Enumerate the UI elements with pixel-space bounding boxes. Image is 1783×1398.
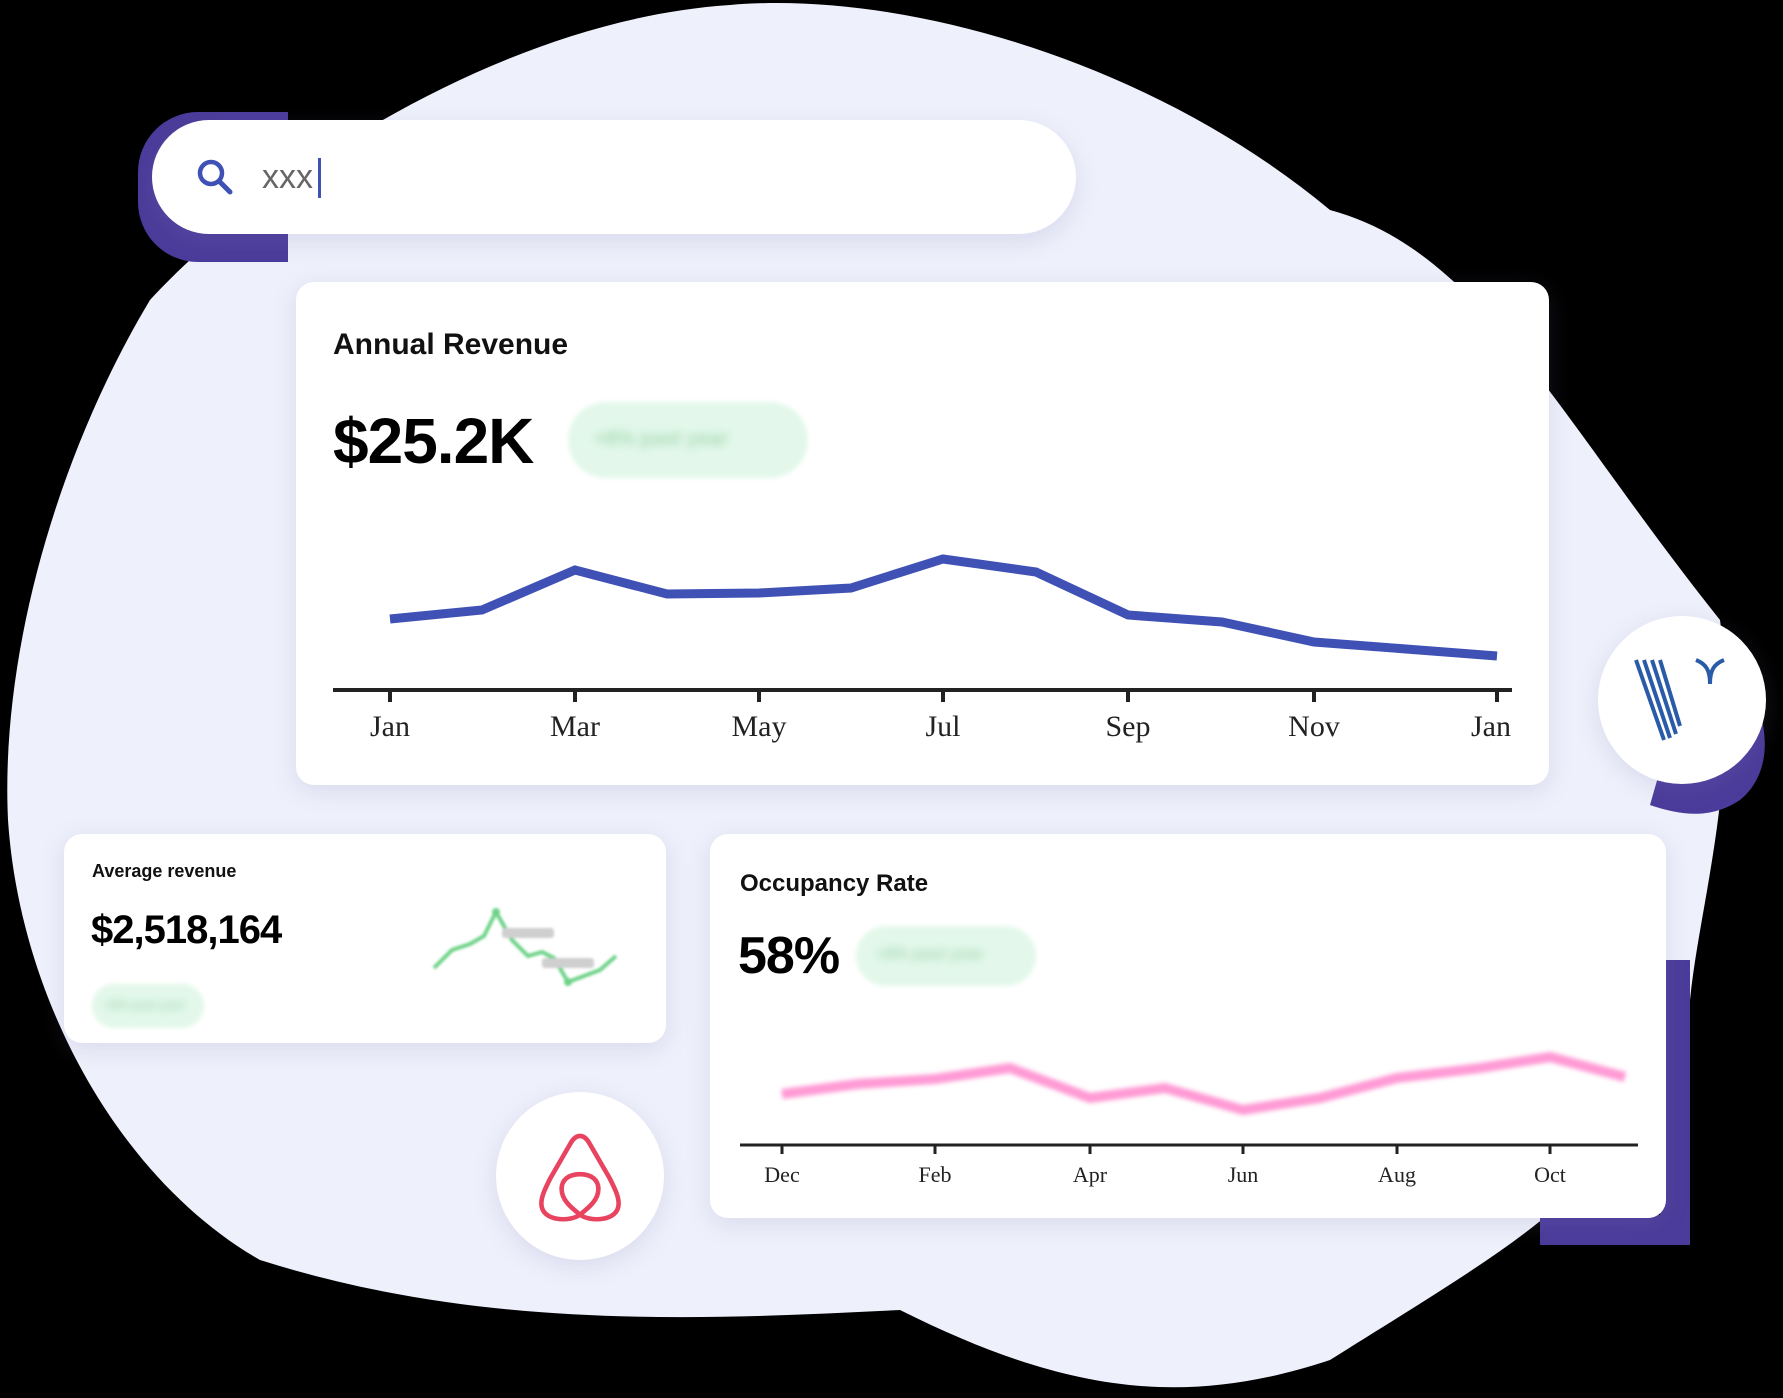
x-tick-label: Oct (1534, 1162, 1566, 1187)
annual-revenue-card: Annual Revenue $25.2K +8% past year Jan … (296, 282, 1549, 785)
search-bar[interactable] (152, 120, 1076, 234)
average-revenue-change-badge: +8% past year (92, 984, 204, 1028)
search-input[interactable] (262, 146, 1022, 208)
occupancy-rate-chart (740, 1052, 1638, 1154)
x-tick-label: Jul (925, 710, 961, 743)
x-tick-label: May (731, 710, 787, 743)
x-tick-label: Jan (370, 710, 410, 743)
annual-revenue-title: Annual Revenue (333, 328, 569, 361)
occupancy-rate-value: 58% (738, 927, 840, 985)
average-revenue-value: $2,518,164 (91, 908, 282, 952)
average-revenue-sparkline (432, 907, 618, 986)
x-tick-label: Feb (918, 1162, 952, 1187)
average-revenue-card: Average revenue $2,518,164 +8% past year (64, 834, 666, 1043)
text-caret (318, 158, 321, 198)
annual-revenue-value: $25.2K (333, 405, 534, 477)
annual-revenue-change-badge: +8% past year (568, 402, 808, 478)
v-logo-icon (1634, 658, 1725, 741)
x-tick-label: Jun (1227, 1162, 1259, 1187)
airbnb-logo-badge[interactable] (496, 1092, 664, 1260)
occupancy-rate-line (781, 1052, 1627, 1115)
average-revenue-title: Average revenue (92, 861, 237, 881)
x-tick-label: Apr (1072, 1162, 1108, 1187)
x-tick-label: Nov (1288, 710, 1340, 743)
x-tick-label-clip: Jan (1471, 710, 1512, 744)
annual-revenue-line (389, 554, 1498, 661)
x-tick-label: Sep (1105, 710, 1151, 743)
x-tick-label: Aug (1378, 1162, 1416, 1187)
annual-revenue-chart (333, 554, 1512, 702)
x-tick-label: Dec (764, 1162, 800, 1187)
occupancy-rate-change-badge: +8% past year (856, 926, 1036, 986)
x-tick-label: Mar (550, 710, 600, 743)
occupancy-rate-card: Occupancy Rate 58% +8% past year Dec Feb… (710, 834, 1666, 1218)
search-icon (197, 159, 233, 195)
x-tick-label: Jan (1471, 710, 1511, 743)
v-logo-badge[interactable] (1598, 616, 1766, 784)
occupancy-rate-title: Occupancy Rate (740, 870, 929, 897)
airbnb-logo-icon (539, 1133, 621, 1222)
